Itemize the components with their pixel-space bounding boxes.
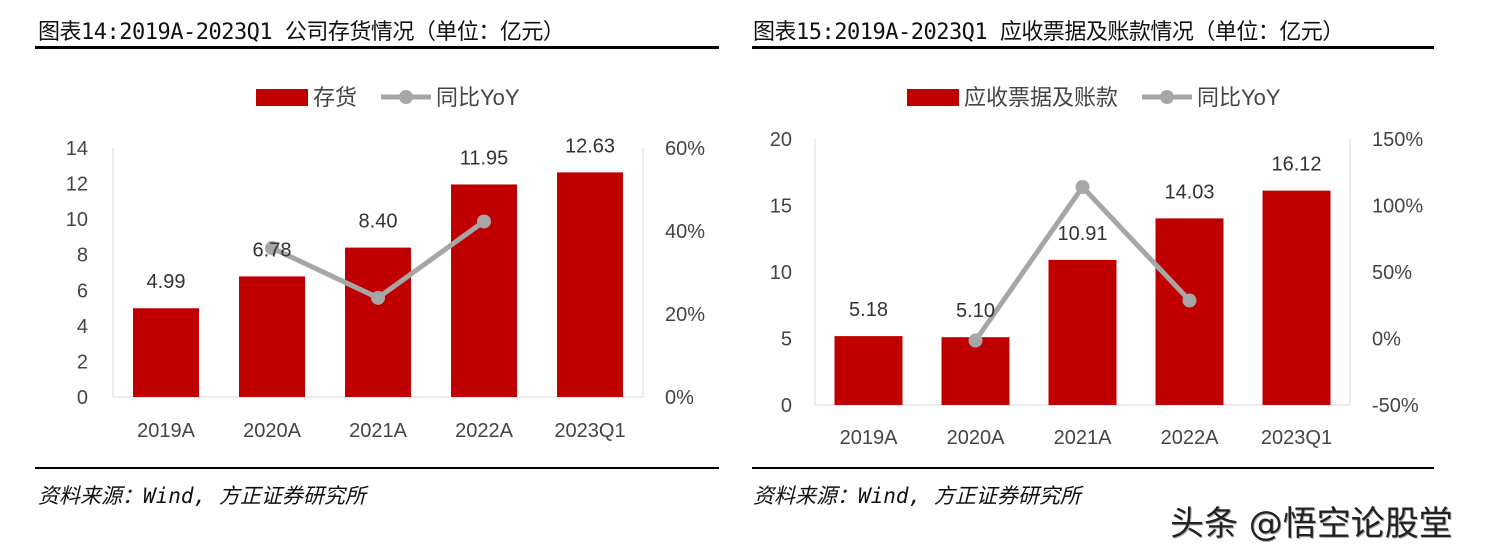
yoy-point [1182,293,1197,308]
right-tick-label: 60% [665,138,705,160]
title-divider [35,46,719,49]
right-tick-label: -50% [1372,395,1419,417]
legend-line-label: 同比YoY [1197,85,1281,110]
chart-2-title: 图表15:2019A-2023Q1 应收票据及账款情况（单位：亿元） [753,20,1344,45]
left-tick-label: 2 [77,351,88,373]
x-tick-label: 2020A [947,427,1005,449]
bar [1048,259,1117,405]
legend-bar-label: 应收票据及账款 [964,85,1118,110]
x-tick-label: 2021A [1054,427,1112,449]
right-tick-label: 40% [665,221,705,243]
left-tick-label: 0 [77,387,88,409]
bar-data-label: 6.78 [253,239,292,261]
bar-data-label: 14.03 [1164,181,1214,203]
bar-data-label: 4.99 [147,271,186,293]
right-tick-label: 0% [665,387,694,409]
right-tick-label: 100% [1372,196,1423,218]
left-tick-label: 14 [66,138,88,160]
left-tick-label: 12 [66,174,88,196]
chart-2-source: 资料来源：Wind, 方正证券研究所 [753,484,1081,508]
yoy-point [265,241,279,256]
bar [557,172,623,397]
bar [345,247,411,397]
left-tick-label: 10 [66,209,88,231]
right-tick-label: 50% [1372,262,1412,284]
x-tick-label: 2019A [137,420,195,442]
bar [133,308,199,397]
left-tick-label: 5 [781,329,792,351]
source-divider [752,467,1434,469]
x-tick-label: 2019A [840,427,898,449]
x-tick-label: 2023Q1 [554,420,625,442]
right-tick-label: 0% [1372,329,1401,351]
x-tick-label: 2020A [243,420,301,442]
bar-data-label: 10.91 [1057,223,1107,245]
x-tick-label: 2022A [1161,427,1219,449]
bar [834,336,903,405]
chart-1-source: 资料来源：Wind, 方正证券研究所 [38,484,366,508]
left-tick-label: 0 [781,395,792,417]
left-tick-label: 6 [77,280,88,302]
legend-bar-label: 存货 [313,85,357,110]
bar-data-label: 8.40 [359,211,398,233]
yoy-point [371,290,385,305]
right-tick-label: 150% [1372,129,1423,151]
title-divider [752,46,1434,49]
yoy-point [477,214,491,229]
bar [1262,190,1331,405]
bar-data-label: 5.18 [849,299,888,321]
watermark: 头条 @悟空论股堂 [1170,504,1453,544]
left-tick-label: 4 [77,316,88,338]
x-tick-label: 2022A [455,420,513,442]
yoy-point [1075,180,1090,195]
legend-bar-swatch [256,89,308,106]
bar-data-label: 12.63 [565,135,615,157]
legend-bar-swatch [907,89,959,106]
bar [1155,218,1224,405]
x-tick-label: 2023Q1 [1261,427,1332,449]
x-tick-label: 2021A [349,420,407,442]
left-tick-label: 20 [770,129,792,151]
bar-data-label: 11.95 [460,147,509,169]
legend-line-marker [1160,90,1174,104]
bar [239,276,305,397]
left-tick-label: 15 [770,196,792,218]
yoy-point [968,333,983,348]
chart-1-title: 图表14:2019A-2023Q1 公司存货情况（单位：亿元） [38,20,565,45]
left-tick-label: 10 [770,262,792,284]
bar-data-label: 5.10 [956,300,995,322]
bar [941,337,1010,405]
source-divider [35,467,719,469]
legend-line-marker [399,90,413,104]
legend-line-label: 同比YoY [436,85,520,110]
bar-data-label: 16.12 [1271,154,1321,176]
left-tick-label: 8 [77,245,88,267]
right-tick-label: 20% [665,304,705,326]
